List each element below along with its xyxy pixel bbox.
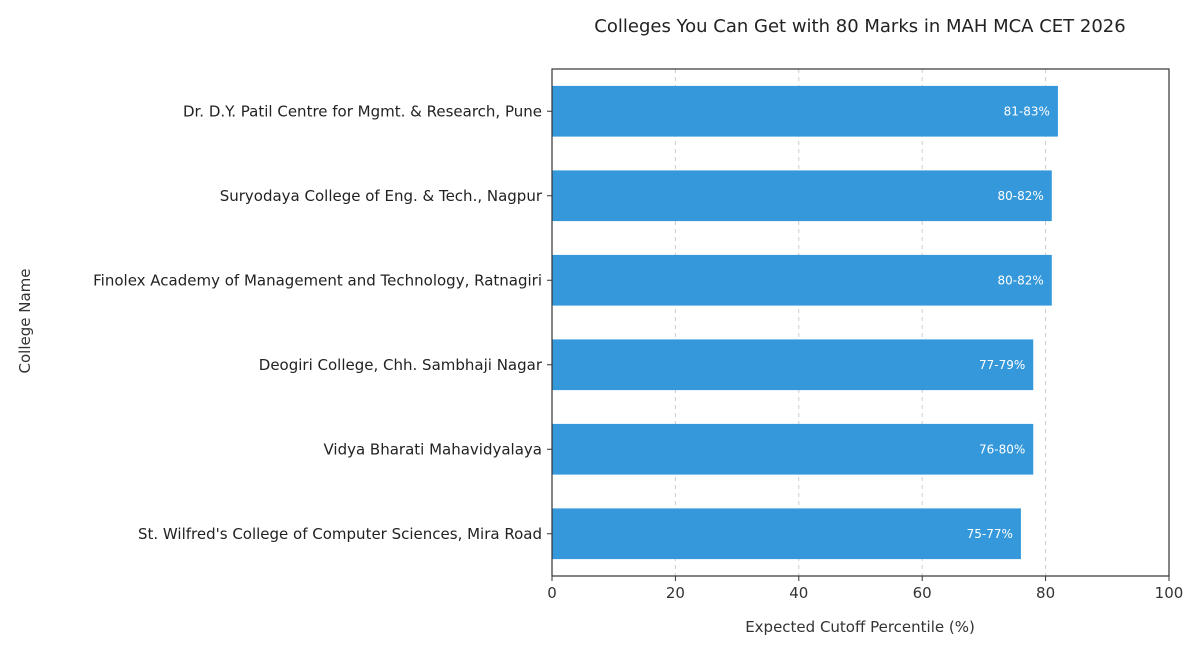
category-label: Finolex Academy of Management and Techno… (93, 271, 542, 289)
category-label: St. Wilfred's College of Computer Scienc… (138, 525, 542, 543)
x-tick-label: 100 (1155, 584, 1184, 602)
bar-value-label: 76-80% (979, 442, 1025, 456)
y-axis-label: College Name (16, 269, 34, 374)
plot-frame (551, 68, 1170, 577)
bar-value-label: 80-82% (997, 189, 1043, 203)
category-label: Deogiri College, Chh. Sambhaji Nagar (259, 356, 543, 374)
category-label: Suryodaya College of Eng. & Tech., Nagpu… (220, 187, 543, 205)
x-tick-label: 80 (1036, 584, 1055, 602)
bar-value-label: 75-77% (967, 527, 1013, 541)
grid-lines (674, 69, 1047, 576)
bar-value-label: 80-82% (997, 273, 1043, 287)
y-tick-labels: Dr. D.Y. Patil Centre for Mgmt. & Resear… (93, 102, 552, 543)
bar (552, 423, 1034, 475)
bar (552, 254, 1052, 306)
category-label: Dr. D.Y. Patil Centre for Mgmt. & Resear… (183, 102, 542, 120)
x-tick-label: 20 (666, 584, 685, 602)
chart-title: Colleges You Can Get with 80 Marks in MA… (594, 16, 1125, 37)
x-tick-label: 40 (789, 584, 808, 602)
x-tick-label: 0 (547, 584, 557, 602)
bar (552, 85, 1058, 137)
bars: 81-83% 80-82% 80-82% 77-79% 76-80% 75-77% (552, 85, 1058, 560)
x-tick-label: 60 (913, 584, 932, 602)
bar (552, 508, 1021, 560)
bar (552, 339, 1034, 391)
x-tick-labels: 0 20 40 60 80 100 (547, 576, 1183, 602)
bar (552, 170, 1052, 222)
bar-value-label: 81-83% (1004, 104, 1050, 118)
bar-value-label: 77-79% (979, 358, 1025, 372)
category-label: Vidya Bharati Mahavidyalaya (323, 440, 542, 458)
x-axis-label: Expected Cutoff Percentile (%) (745, 618, 975, 636)
